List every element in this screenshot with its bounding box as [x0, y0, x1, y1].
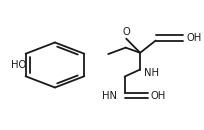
Text: NH: NH: [144, 68, 159, 78]
Text: OH: OH: [187, 33, 202, 43]
Text: HN: HN: [102, 91, 117, 101]
Text: O: O: [122, 27, 130, 37]
Text: HO: HO: [11, 60, 27, 70]
Text: OH: OH: [151, 91, 166, 101]
